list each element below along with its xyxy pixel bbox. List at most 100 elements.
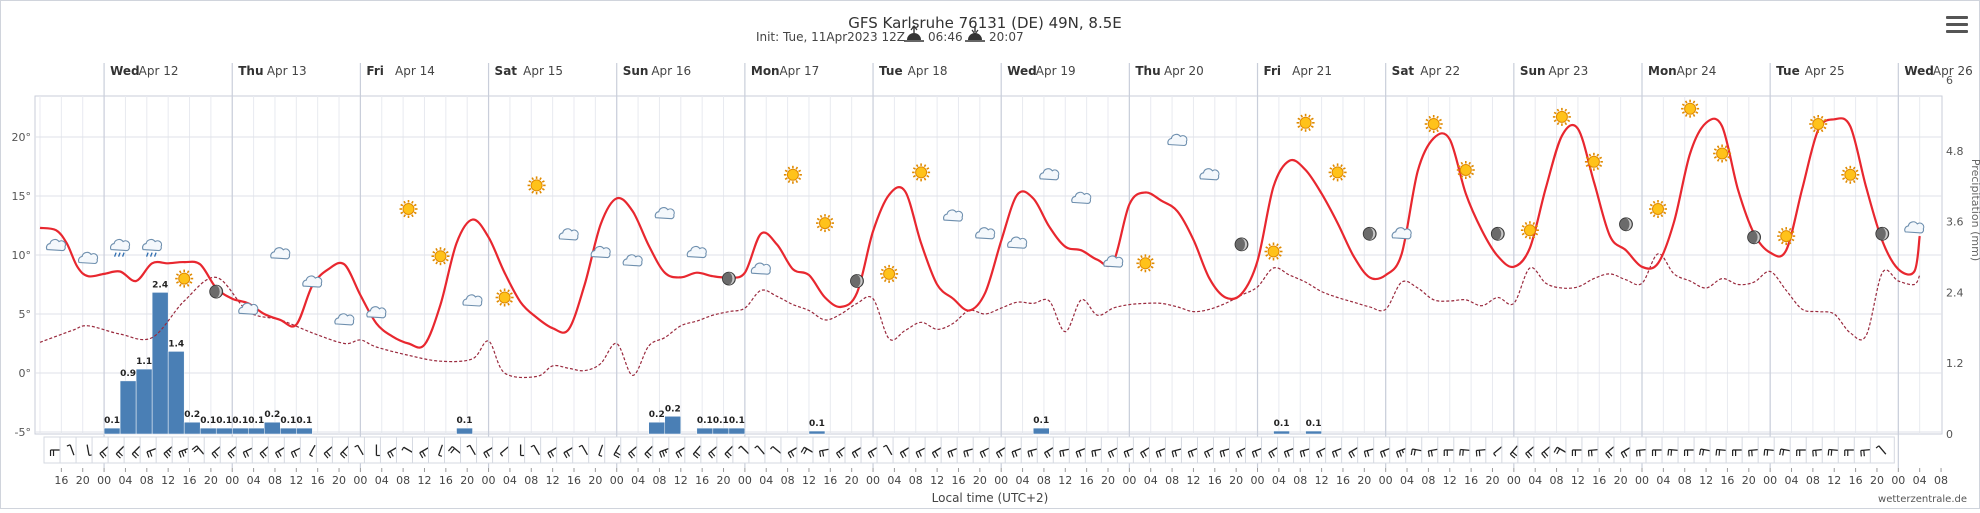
hour-tick-label: 00	[1379, 474, 1393, 487]
hour-tick-label: 08	[1806, 474, 1820, 487]
precip-bar	[104, 428, 120, 434]
hour-tick-label: 04	[1656, 474, 1670, 487]
hour-tick-label: 16	[1336, 474, 1350, 487]
hour-tick-label: 12	[546, 474, 560, 487]
y-tick-right: 6	[1946, 74, 1953, 87]
hour-tick-label: 20	[1742, 474, 1756, 487]
precip-label: 0.1	[809, 419, 825, 429]
day-of-week: Sat	[495, 64, 518, 78]
precip-label: 0.9	[120, 369, 136, 379]
day-label: Fri Apr 14	[366, 64, 434, 78]
hour-tick-label: 08	[1165, 474, 1179, 487]
day-date: Apr 20	[1164, 64, 1204, 78]
hour-tick-label: 20	[460, 474, 474, 487]
precip-label: 1.4	[168, 339, 184, 349]
hour-tick-label: 04	[118, 474, 132, 487]
y-tick-right: 1.2	[1946, 357, 1964, 370]
precip-bar	[713, 428, 729, 434]
precip-label: 0.1	[1274, 419, 1290, 429]
precip-bar	[120, 381, 136, 434]
hour-tick-label: 12	[930, 474, 944, 487]
moon-icon	[210, 285, 223, 298]
y-tick-left: 15°	[12, 190, 32, 203]
hour-tick-label: 16	[439, 474, 453, 487]
day-of-week: Wed	[1007, 64, 1037, 78]
x-axis-label: Local time (UTC+2)	[932, 491, 1049, 505]
menu-bar	[1946, 16, 1968, 19]
precip-bar	[457, 428, 473, 434]
hour-tick-label: 08	[909, 474, 923, 487]
hour-tick-label: 00	[1507, 474, 1521, 487]
hour-tick-label: 04	[1528, 474, 1542, 487]
hour-tick-label: 08	[1678, 474, 1692, 487]
wind-barb-flag	[1813, 450, 1814, 456]
precip-label: 0.2	[264, 410, 280, 420]
hour-tick-label: 04	[1272, 474, 1286, 487]
credit-text[interactable]: wetterzentrale.de	[1878, 494, 1967, 505]
moon-icon	[1876, 227, 1889, 240]
precip-label: 0.1	[1033, 416, 1049, 426]
day-date: Apr 23	[1548, 64, 1588, 78]
day-of-week: Fri	[366, 64, 383, 78]
wind-barb-flag	[1767, 450, 1768, 456]
day-date: Apr 24	[1677, 64, 1717, 78]
day-of-week: Thu	[1135, 64, 1160, 78]
hour-tick-label: 08	[1550, 474, 1564, 487]
hour-tick-label: 08	[781, 474, 795, 487]
precip-label: 0.1	[248, 416, 264, 426]
hour-tick-label: 16	[1849, 474, 1863, 487]
hour-tick-label: 16	[1464, 474, 1478, 487]
hour-tick-label: 20	[1101, 474, 1115, 487]
precip-bar	[152, 292, 168, 434]
hour-tick-label: 00	[482, 474, 496, 487]
wind-barb-flag	[1637, 450, 1638, 456]
precip-label: 0.1	[1306, 419, 1322, 429]
hour-tick-label: 12	[1571, 474, 1585, 487]
wind-barb-flag	[1479, 450, 1480, 456]
wind-barb-flag	[1460, 450, 1461, 456]
precip-label: 0.1	[280, 416, 296, 426]
init-text: Init: Tue, 11Apr2023 12Z	[756, 30, 905, 44]
hour-tick-label: 00	[1763, 474, 1777, 487]
precip-label: 2.4	[152, 280, 168, 290]
wind-barb-flag	[1668, 450, 1669, 456]
hour-tick-label: 20	[1614, 474, 1628, 487]
hour-tick-label: 20	[332, 474, 346, 487]
hour-tick-label: 08	[268, 474, 282, 487]
hour-tick-label: 20	[1870, 474, 1884, 487]
wind-barb-flag	[1588, 450, 1589, 456]
wind-barb-flag	[1671, 450, 1672, 456]
day-date: Apr 17	[779, 64, 819, 78]
precip-label: 0.1	[104, 416, 120, 426]
precip-label: 0.1	[296, 416, 312, 426]
precip-bar	[729, 428, 745, 434]
hour-tick-label: 16	[951, 474, 965, 487]
hour-tick-label: 04	[1400, 474, 1414, 487]
precip-bar	[200, 428, 216, 434]
hour-tick-label: 00	[866, 474, 880, 487]
moon-icon	[1748, 231, 1761, 244]
day-date: Apr 22	[1420, 64, 1460, 78]
moon-icon	[1235, 238, 1248, 251]
precip-label: 0.2	[649, 410, 665, 420]
sunrise-time: 06:46	[928, 30, 963, 44]
hour-tick-label: 08	[652, 474, 666, 487]
day-date: Apr 14	[395, 64, 435, 78]
wind-cell	[1870, 437, 1894, 463]
hour-tick-label: 20	[973, 474, 987, 487]
hour-tick-label: 12	[1443, 474, 1457, 487]
y-tick-left: 20°	[12, 131, 32, 144]
hamburger-menu-button[interactable]	[1946, 16, 1968, 36]
precip-bar	[1033, 428, 1049, 434]
hour-tick-label: 12	[1058, 474, 1072, 487]
precip-label: 0.1	[713, 416, 729, 426]
precip-bar	[168, 351, 184, 434]
hour-tick-label: 08	[1293, 474, 1307, 487]
hour-tick-label: 00	[610, 474, 624, 487]
hour-tick-label: 12	[1827, 474, 1841, 487]
